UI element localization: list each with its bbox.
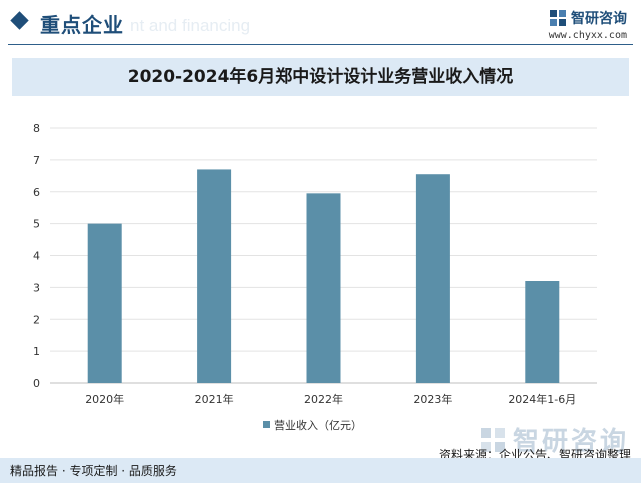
bar [525, 281, 560, 383]
watermark-text: nt and financing [130, 16, 251, 35]
brand-name: 智研咨询 [571, 11, 627, 27]
y-axis-ticks: 0 1 2 3 4 5 6 7 8 [33, 122, 40, 390]
bar [197, 169, 232, 383]
legend: 营业收入（亿元） [263, 418, 362, 432]
bar [415, 174, 450, 383]
y-tick-label: 5 [33, 218, 40, 231]
y-tick-label: 8 [33, 122, 40, 135]
bar [87, 223, 122, 383]
y-tick-label: 4 [33, 250, 40, 263]
x-tick-label: 2020年 [85, 392, 124, 406]
brand-logo-icon [550, 10, 566, 26]
y-tick-label: 7 [33, 154, 40, 167]
x-tick-label: 2023年 [413, 392, 452, 406]
chart-title: 2020-2024年6月郑中设计设计业务营业收入情况 [127, 67, 514, 87]
x-axis-ticks: 2020年 2021年 2022年 2023年 2024年1-6月 [85, 392, 576, 406]
y-tick-label: 6 [33, 186, 40, 199]
x-tick-label: 2021年 [195, 392, 234, 406]
footer-band: 精品报告 · 专项定制 · 品质服务 [0, 458, 641, 483]
y-tick-label: 1 [33, 345, 40, 358]
section-title: 重点企业 [40, 13, 124, 37]
legend-label: 营业收入（亿元） [274, 418, 362, 432]
x-tick-label: 2024年1-6月 [508, 392, 576, 406]
y-tick-label: 2 [33, 313, 40, 326]
bars [87, 169, 560, 383]
header-divider [8, 44, 633, 45]
y-tick-label: 3 [33, 281, 40, 294]
footer-logo-icon [480, 427, 505, 452]
diamond-icon [10, 11, 29, 30]
footer-brand-name: 智研咨询 [512, 427, 629, 457]
footer-brand: 智研咨询 [479, 421, 629, 458]
header: nt and financing 重点企业 智研咨询 www.chyxx.com [0, 0, 641, 48]
x-tick-label: 2022年 [304, 392, 343, 406]
chart-title-bar: 2020-2024年6月郑中设计设计业务营业收入情况 [12, 58, 629, 96]
footer-slogan: 精品报告 · 专项定制 · 品质服务 [10, 464, 177, 478]
bar [306, 193, 341, 383]
y-tick-label: 0 [33, 377, 40, 390]
brand-url: www.chyxx.com [548, 30, 627, 41]
legend-swatch [263, 421, 270, 428]
brand: 智研咨询 www.chyxx.com [549, 8, 627, 41]
